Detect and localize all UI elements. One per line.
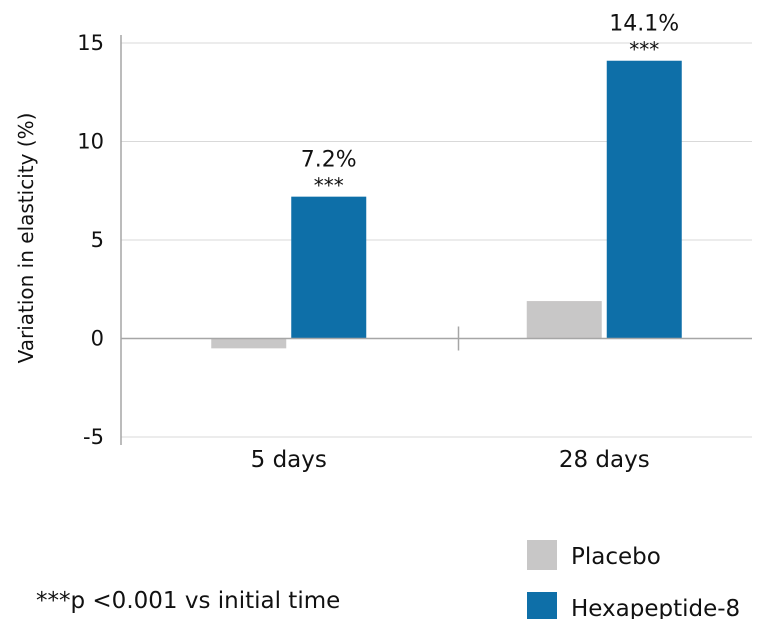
x-tick-label: 5 days (251, 447, 327, 473)
significance-label: *** (629, 38, 659, 62)
bar-hexapeptide-8 (606, 60, 682, 339)
axes: -5 0 5 10 15 5 days 28 days (77, 31, 752, 473)
bar-placebo (211, 338, 287, 349)
legend-swatch (527, 592, 557, 619)
bar-placebo (526, 301, 602, 339)
y-tick-label: 15 (77, 31, 104, 55)
legend-label: Placebo (571, 544, 661, 570)
value-label: 14.1% (609, 12, 679, 37)
x-tick-label: 28 days (559, 447, 650, 473)
data-labels: ***7.2%***14.1% (301, 12, 679, 198)
legend-label: Hexapeptide-8 (571, 596, 740, 619)
y-axis-title: Variation in elasticity (%) (14, 113, 38, 364)
significance-label: *** (314, 174, 344, 198)
value-label: 7.2% (301, 148, 357, 173)
legend-swatch (527, 540, 557, 570)
y-tick-label: 5 (91, 228, 104, 252)
y-tick-label: -5 (83, 425, 104, 449)
y-tick-label: 0 (91, 327, 104, 351)
y-tick-label: 10 (77, 130, 104, 154)
bars (211, 60, 682, 349)
legend: Placebo Hexapeptide-8 (527, 540, 740, 619)
bar-hexapeptide-8 (291, 196, 367, 339)
footnote: ***p <0.001 vs initial time (36, 588, 341, 614)
